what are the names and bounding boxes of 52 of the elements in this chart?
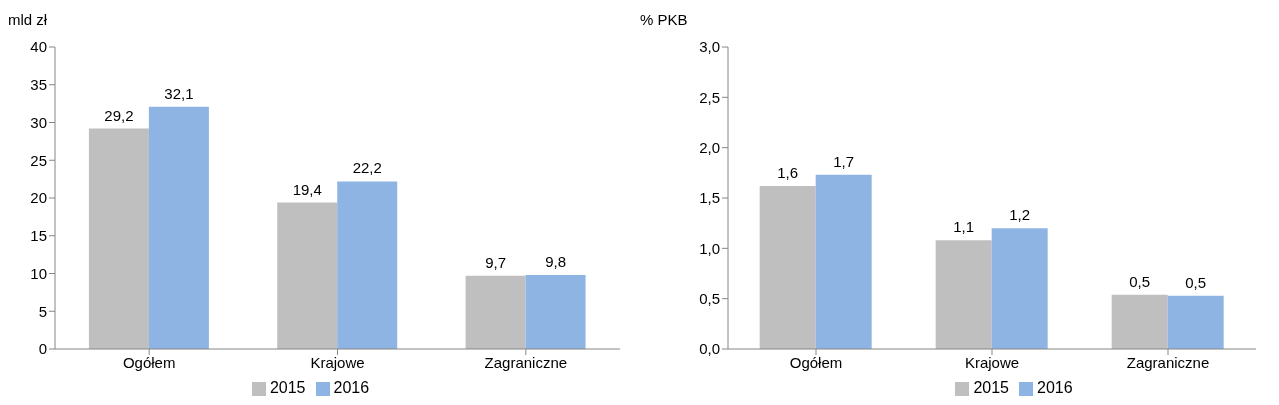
data-label: 1,2 — [1009, 206, 1031, 224]
bar — [1167, 295, 1224, 349]
y-tick-label: 10 — [30, 264, 47, 282]
y-axis-title: mld zł — [8, 11, 48, 28]
y-tick-label: 40 — [30, 38, 47, 56]
x-tick-label: Krajowe — [310, 353, 365, 371]
bar — [337, 181, 398, 349]
y-tick-label: 2,5 — [699, 88, 720, 106]
bar — [1111, 294, 1168, 349]
y-tick-label: 2,0 — [699, 138, 720, 156]
x-tick-label: Ogółem — [789, 353, 843, 371]
bar — [759, 185, 816, 349]
bar — [88, 128, 149, 349]
data-label: 9,7 — [485, 253, 506, 271]
bar — [277, 202, 338, 349]
y-tick-label: 20 — [30, 189, 47, 207]
y-tick-label: 0,5 — [699, 289, 720, 307]
y-tick-label: 0 — [38, 340, 47, 358]
y-tick-label: 30 — [30, 113, 47, 131]
data-label: 22,2 — [352, 159, 382, 177]
legend-label: 2015 — [973, 379, 1009, 396]
y-tick-label: 15 — [30, 227, 47, 245]
y-tick-label: 1,5 — [699, 189, 720, 207]
x-tick-label: Ogółem — [122, 353, 176, 371]
bar — [991, 228, 1048, 349]
data-label: 32,1 — [164, 84, 194, 102]
data-label: 1,6 — [777, 163, 799, 181]
y-tick-label: 5 — [38, 302, 47, 320]
data-label: 1,1 — [953, 218, 975, 236]
data-label: 0,5 — [1129, 272, 1151, 290]
legend-label: 2016 — [1037, 379, 1073, 396]
y-tick-label: 0,0 — [699, 340, 720, 358]
y-tick-label: 3,0 — [699, 38, 720, 56]
x-tick-label: Krajowe — [964, 353, 1020, 371]
bar — [525, 275, 586, 349]
data-label: 1,7 — [833, 152, 855, 170]
legend-label: 2016 — [333, 379, 370, 396]
data-label: 9,8 — [545, 253, 566, 271]
bar — [148, 106, 209, 349]
data-label: 29,2 — [104, 106, 134, 124]
x-tick-label: Zagraniczne — [1126, 353, 1210, 371]
y-tick-label: 1,0 — [699, 239, 720, 257]
bar — [815, 174, 872, 349]
y-axis-title: % PKB — [640, 11, 688, 28]
bar — [935, 240, 992, 349]
y-tick-label: 35 — [30, 76, 47, 94]
data-label: 0,5 — [1185, 273, 1207, 291]
legend-label: 2015 — [269, 379, 306, 396]
y-tick-label: 25 — [30, 151, 47, 169]
data-label: 19,4 — [292, 180, 322, 198]
x-tick-label: Zagraniczne — [484, 353, 568, 371]
bar — [465, 275, 526, 349]
